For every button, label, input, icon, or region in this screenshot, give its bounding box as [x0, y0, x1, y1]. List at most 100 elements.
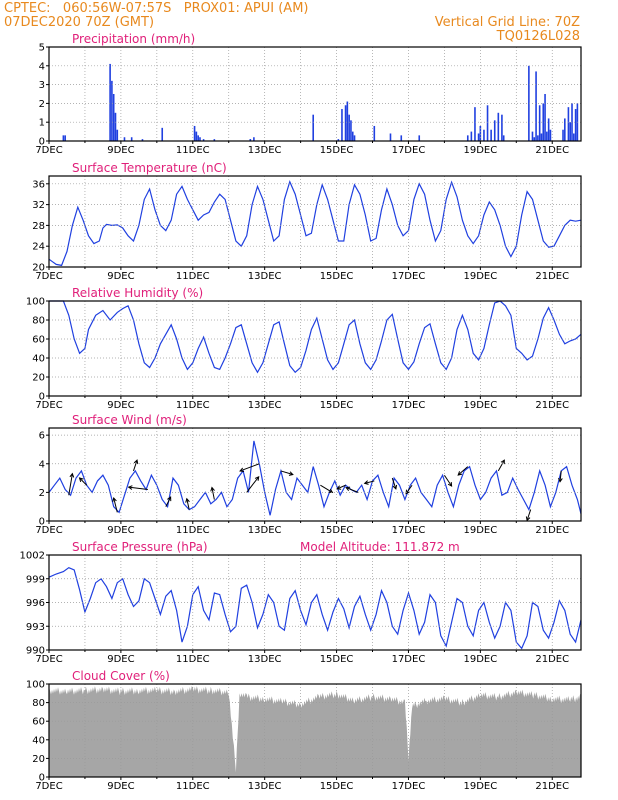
cloud-panel: 0 20 40 60 80 100 7DEC 9DEC 11DEC 13DEC 15DEC 17DEC… [26, 669, 582, 792]
precip-bar [64, 135, 66, 141]
wind-vector-head [392, 484, 398, 490]
precip-bar [351, 131, 354, 141]
x-tick-label: 7DEC [35, 654, 62, 665]
y-tick-label: 100 [26, 297, 45, 308]
y-tick-label: 4 [39, 61, 45, 72]
precip-bar [564, 118, 566, 141]
precip-bar [573, 133, 575, 141]
x-tick-label: 17DEC [392, 400, 426, 411]
y-tick-label: 20 [32, 373, 45, 384]
precip-bar [130, 137, 133, 141]
wind-vector [364, 480, 375, 484]
x-tick-label: 9DEC [107, 400, 134, 411]
temp-frame [48, 175, 582, 268]
precip-bar [116, 129, 119, 141]
x-tick-label: 19DEC [463, 145, 497, 156]
y-tick-label: 60 [32, 717, 45, 728]
precip-bar [493, 120, 496, 141]
precip-bar [344, 105, 347, 141]
rh-title: Relative Humidity (%) [72, 286, 203, 300]
x-tick-label: 7DEC [35, 271, 62, 282]
rh-frame [48, 300, 582, 397]
x-tick-label: 7DEC [35, 781, 62, 792]
precip-title: Precipitation (mm/h) [72, 32, 195, 46]
wind-vector [526, 509, 532, 521]
x-tick-label: 9DEC [107, 145, 134, 156]
wind-vector [239, 463, 260, 472]
precip-bar [549, 129, 552, 141]
precip-bar [542, 103, 545, 141]
header-line1: CPTEC: 060:56W-07:57S PROX01: APUI (AM) [4, 1, 309, 16]
precip-bar [502, 135, 505, 141]
precip-bar [540, 133, 543, 141]
precip-bar [199, 137, 201, 141]
x-tick-label: 11DEC [176, 145, 210, 156]
precip-bar [535, 71, 537, 141]
x-tick-label: 19DEC [463, 654, 497, 665]
precip-bar [562, 129, 564, 141]
x-tick-label: 15DEC [320, 271, 354, 282]
y-tick-label: 60 [32, 335, 45, 346]
wind-line [48, 440, 582, 516]
y-tick-label: 40 [32, 354, 45, 365]
rh-panel: 0 20 40 60 80 100 7DEC 9DEC 11DEC 13DEC 15DEC 17DEC… [26, 286, 582, 411]
pressure-line [48, 567, 582, 650]
precip-bar [109, 63, 111, 141]
wind-frame [48, 427, 582, 522]
precip-bar [574, 109, 577, 141]
wind-vector-head [127, 485, 133, 490]
wind-vector [68, 473, 73, 496]
precip-bar [571, 103, 573, 141]
wind-title: Surface Wind (m/s) [72, 413, 187, 427]
wind-vector [246, 476, 260, 493]
precip-bar [141, 139, 144, 141]
precip-bar [546, 131, 548, 141]
x-tick-label: 11DEC [176, 271, 210, 282]
wind-vector-head [254, 475, 260, 481]
precip-bar [114, 112, 117, 141]
x-tick-label: 21DEC [535, 654, 569, 665]
x-tick-label: 11DEC [176, 525, 210, 536]
wind-vector [457, 466, 469, 476]
y-tick-label: 2 [39, 99, 45, 110]
precip-bar [537, 135, 539, 141]
precip-bar [418, 135, 421, 141]
precip-bar [346, 101, 349, 141]
y-tick-label: 996 [26, 598, 45, 609]
wind-vector [345, 487, 359, 493]
y-tick-label: 28 [32, 221, 45, 232]
wind-vector-head [167, 496, 172, 502]
cloud-frame [48, 683, 582, 778]
wind-vector [405, 484, 413, 494]
y-tick-label: 24 [32, 242, 45, 253]
precip-bar [202, 139, 205, 141]
wind-vector-head [133, 459, 139, 465]
y-tick-label: 1002 [20, 551, 45, 562]
x-tick-label: 21DEC [535, 781, 569, 792]
x-tick-label: 11DEC [176, 400, 210, 411]
y-tick-label: 40 [32, 735, 45, 746]
rh-line [49, 300, 582, 374]
precip-bar [466, 135, 469, 141]
precip-bar [477, 133, 480, 141]
wind-vector [320, 484, 333, 493]
precip-bar [569, 122, 572, 141]
x-tick-label: 13DEC [248, 781, 282, 792]
wind-vector [497, 459, 505, 472]
precip-bar [567, 107, 570, 141]
y-tick-label: 80 [32, 698, 45, 709]
precip-bar [474, 107, 476, 141]
precip-bar [62, 135, 65, 141]
precip-bar [547, 118, 550, 141]
precip-bar [337, 139, 340, 141]
precip-bar [197, 135, 199, 141]
precip-panel: 0 1 2 3 4 5 7DEC 9DEC 11DEC 13DEC 15DEC 17DEC 19DEC 2… [35, 32, 582, 156]
x-tick-label: 13DEC [248, 525, 282, 536]
precip-bar [123, 137, 126, 141]
wind-vector-head [239, 467, 245, 473]
y-tick-label: 0 [39, 773, 45, 784]
y-tick-label: 32 [32, 200, 45, 211]
wind-vector-head [328, 488, 334, 493]
y-tick-label: 0 [39, 517, 45, 528]
